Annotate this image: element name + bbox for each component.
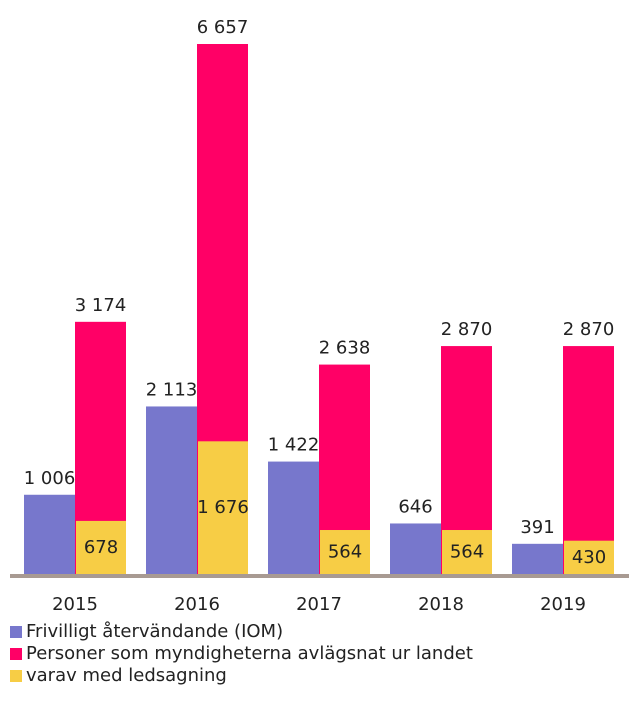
bar bbox=[442, 530, 492, 575]
x-tick-label: 2015 bbox=[52, 594, 98, 615]
value-label: 1 422 bbox=[268, 435, 320, 456]
value-label: 2 638 bbox=[319, 338, 371, 359]
bar bbox=[268, 461, 319, 575]
bar bbox=[320, 530, 370, 575]
legend-swatch bbox=[10, 670, 22, 682]
x-tick-label: 2018 bbox=[418, 594, 464, 615]
bar bbox=[24, 494, 75, 575]
x-tick-label: 2019 bbox=[540, 594, 586, 615]
value-label: 564 bbox=[450, 542, 484, 563]
bar bbox=[563, 346, 614, 575]
value-label: 2 870 bbox=[563, 319, 615, 340]
bar bbox=[198, 441, 248, 575]
x-tick-label: 2017 bbox=[296, 594, 342, 615]
value-label: 1 006 bbox=[24, 468, 76, 489]
legend-label: varav med ledsagning bbox=[26, 665, 227, 686]
value-label: 3 174 bbox=[75, 295, 127, 316]
legend-label: Personer som myndigheterna avlägsnat ur … bbox=[26, 643, 473, 664]
x-tick-label: 2016 bbox=[174, 594, 220, 615]
value-label: 430 bbox=[572, 547, 606, 568]
value-label: 6 657 bbox=[197, 17, 249, 38]
bar bbox=[146, 406, 197, 575]
value-label: 391 bbox=[520, 517, 554, 538]
bar bbox=[76, 520, 126, 575]
bar bbox=[564, 540, 614, 575]
legend-swatch bbox=[10, 648, 22, 660]
value-label: 564 bbox=[328, 542, 362, 563]
legend-swatch bbox=[10, 626, 22, 638]
bar bbox=[390, 523, 441, 575]
value-label: 2 113 bbox=[146, 379, 198, 400]
value-label: 646 bbox=[398, 496, 432, 517]
legend-label: Frivilligt återvändande (IOM) bbox=[26, 621, 283, 642]
value-label: 1 676 bbox=[197, 497, 249, 518]
value-label: 678 bbox=[84, 537, 118, 558]
bar bbox=[512, 543, 563, 575]
value-label: 2 870 bbox=[441, 319, 493, 340]
